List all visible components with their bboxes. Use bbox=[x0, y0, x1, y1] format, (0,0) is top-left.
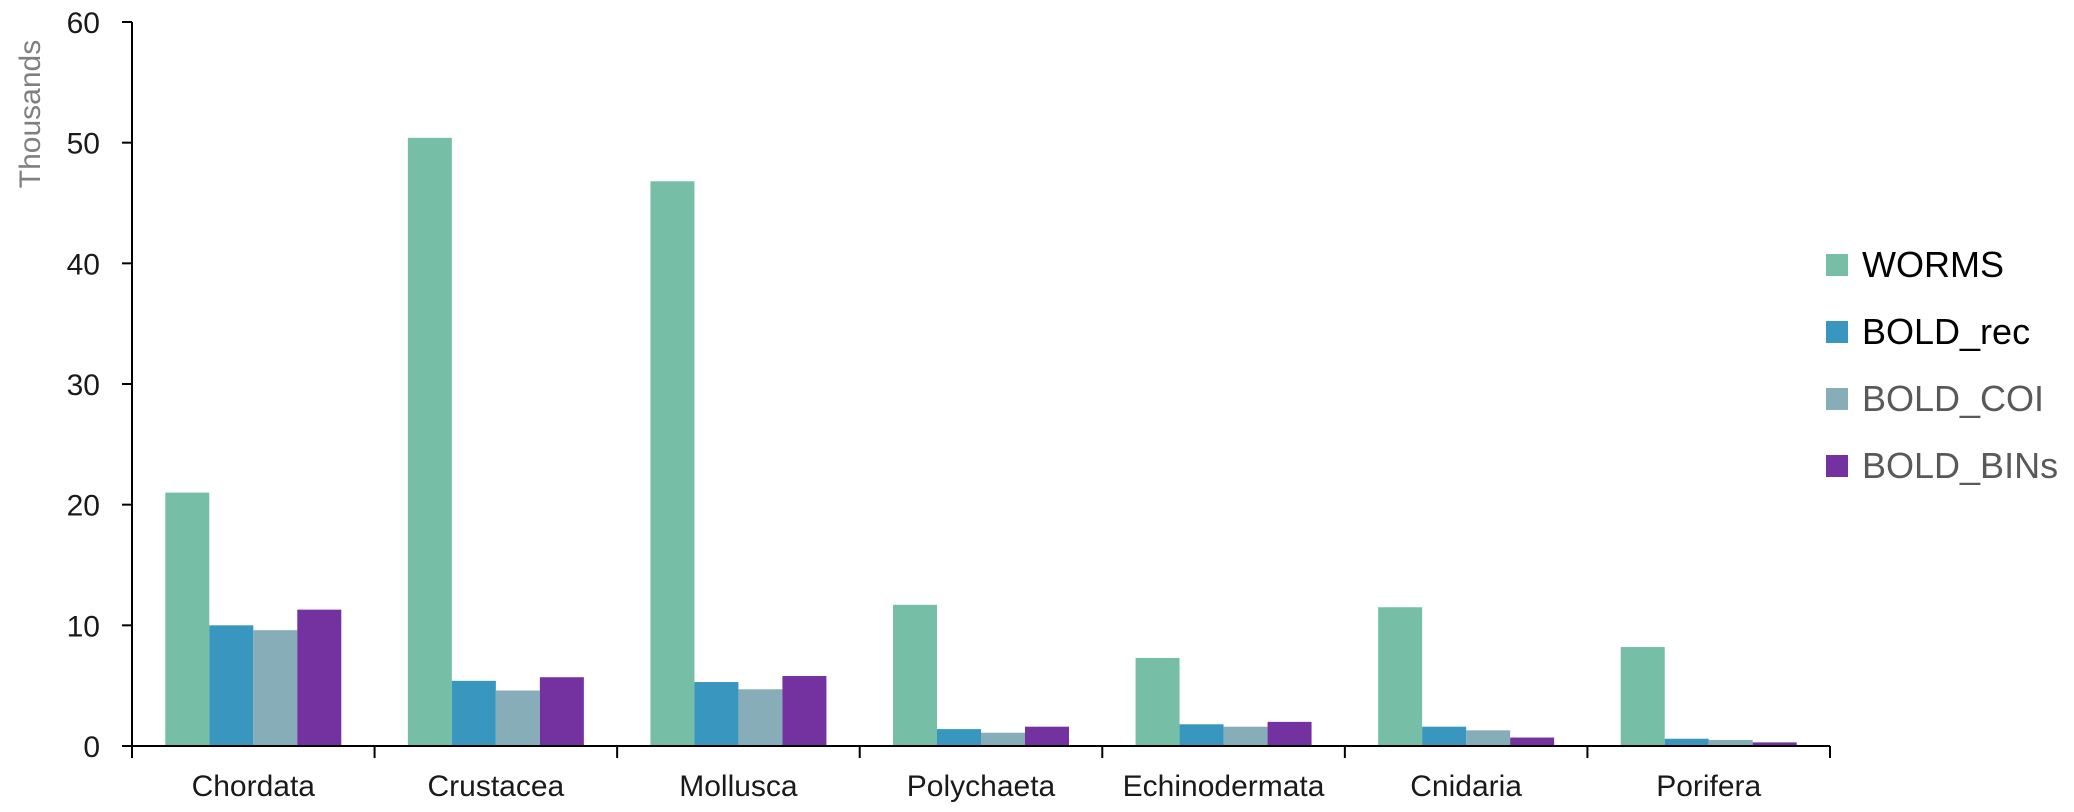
bar-bold-bins-porifera bbox=[1752, 742, 1797, 746]
bar-bold-rec-echinodermata bbox=[1179, 724, 1224, 746]
legend-swatch-bold-coi bbox=[1826, 388, 1848, 410]
bar-bold-bins-chordata bbox=[297, 609, 342, 746]
bar-bold-coi-crustacea bbox=[495, 690, 540, 746]
legend-label-worms: WORMS bbox=[1862, 244, 2004, 285]
bar-bold-coi-chordata bbox=[253, 630, 298, 746]
x-tick-label-porifera: Porifera bbox=[1656, 770, 1761, 803]
bar-bold-rec-chordata bbox=[209, 625, 254, 746]
bar-bold-bins-echinodermata bbox=[1267, 721, 1312, 746]
x-tick-label-polychaeta: Polychaeta bbox=[907, 770, 1056, 803]
y-axis-title: Thousands bbox=[14, 40, 47, 188]
bar-worms-echinodermata bbox=[1135, 657, 1180, 746]
bar-bold-bins-cnidaria bbox=[1510, 737, 1555, 746]
bar-bold-bins-crustacea bbox=[539, 677, 584, 746]
bar-bold-coi-echinodermata bbox=[1223, 726, 1268, 746]
bar-bold-coi-mollusca bbox=[738, 689, 783, 746]
axes-layer bbox=[131, 22, 1830, 747]
bar-worms-chordata bbox=[165, 492, 210, 746]
legend-swatch-bold-rec bbox=[1826, 321, 1848, 343]
y-tick-label-60: 60 bbox=[67, 7, 100, 40]
x-tick-label-echinodermata: Echinodermata bbox=[1123, 770, 1325, 803]
bar-bold-rec-crustacea bbox=[451, 680, 496, 746]
legend: WORMS BOLD_rec BOLD_COI BOLD_BINs bbox=[1826, 244, 2058, 486]
y-tick-label-30: 30 bbox=[67, 369, 100, 402]
bar-bold-coi-porifera bbox=[1708, 739, 1753, 746]
ticks-layer: 0 10 20 30 40 50 60 Chordata Crustacea Mollusca Po… bbox=[67, 7, 1831, 803]
bar-bold-rec-polychaeta bbox=[937, 729, 981, 746]
bar-bold-coi-cnidaria bbox=[1466, 730, 1511, 746]
legend-label-bold-bins: BOLD_BINs bbox=[1862, 445, 2058, 486]
bar-bold-bins-polychaeta bbox=[1025, 726, 1069, 746]
y-tick-label-20: 20 bbox=[67, 490, 100, 523]
legend-label-bold-rec: BOLD_rec bbox=[1862, 311, 2030, 352]
bar-worms-porifera bbox=[1620, 647, 1665, 746]
bar-bold-bins-mollusca bbox=[782, 676, 827, 746]
bar-worms-crustacea bbox=[407, 137, 452, 747]
bar-worms-polychaeta bbox=[893, 604, 937, 746]
x-tick-label-cnidaria: Cnidaria bbox=[1410, 770, 1522, 803]
y-tick-label-10: 10 bbox=[67, 610, 100, 643]
bar-worms-cnidaria bbox=[1378, 607, 1423, 746]
x-tick-label-crustacea: Crustacea bbox=[427, 770, 564, 803]
bar-bold-rec-cnidaria bbox=[1422, 726, 1467, 746]
bar-worms-mollusca bbox=[650, 181, 695, 746]
y-tick-label-40: 40 bbox=[67, 248, 100, 281]
legend-swatch-bold-bins bbox=[1826, 455, 1848, 477]
bars-layer bbox=[165, 137, 1797, 747]
bar-bold-rec-porifera bbox=[1664, 738, 1709, 746]
legend-label-bold-coi: BOLD_COI bbox=[1862, 378, 2044, 419]
y-tick-label-50: 50 bbox=[67, 128, 100, 161]
bar-bold-rec-mollusca bbox=[694, 682, 739, 746]
legend-swatch-worms bbox=[1826, 254, 1848, 276]
y-axis-title-group: Thousands bbox=[14, 40, 47, 188]
x-tick-label-mollusca: Mollusca bbox=[679, 770, 798, 803]
y-tick-label-0: 0 bbox=[83, 731, 100, 764]
bar-bold-coi-polychaeta bbox=[981, 732, 1025, 746]
x-tick-label-chordata: Chordata bbox=[192, 770, 316, 803]
